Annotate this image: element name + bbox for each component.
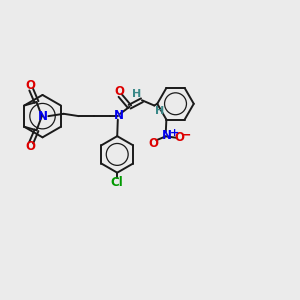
Text: Cl: Cl <box>111 176 124 189</box>
Text: H: H <box>155 106 164 116</box>
Text: O: O <box>148 136 158 150</box>
Text: −: − <box>181 128 191 141</box>
Text: N: N <box>38 110 47 123</box>
Text: +: + <box>169 128 179 137</box>
Text: O: O <box>114 85 124 98</box>
Text: H: H <box>132 89 141 99</box>
Text: O: O <box>26 140 36 153</box>
Text: O: O <box>26 79 36 92</box>
Text: N: N <box>113 109 123 122</box>
Text: N: N <box>162 129 172 142</box>
Text: O: O <box>174 131 184 144</box>
